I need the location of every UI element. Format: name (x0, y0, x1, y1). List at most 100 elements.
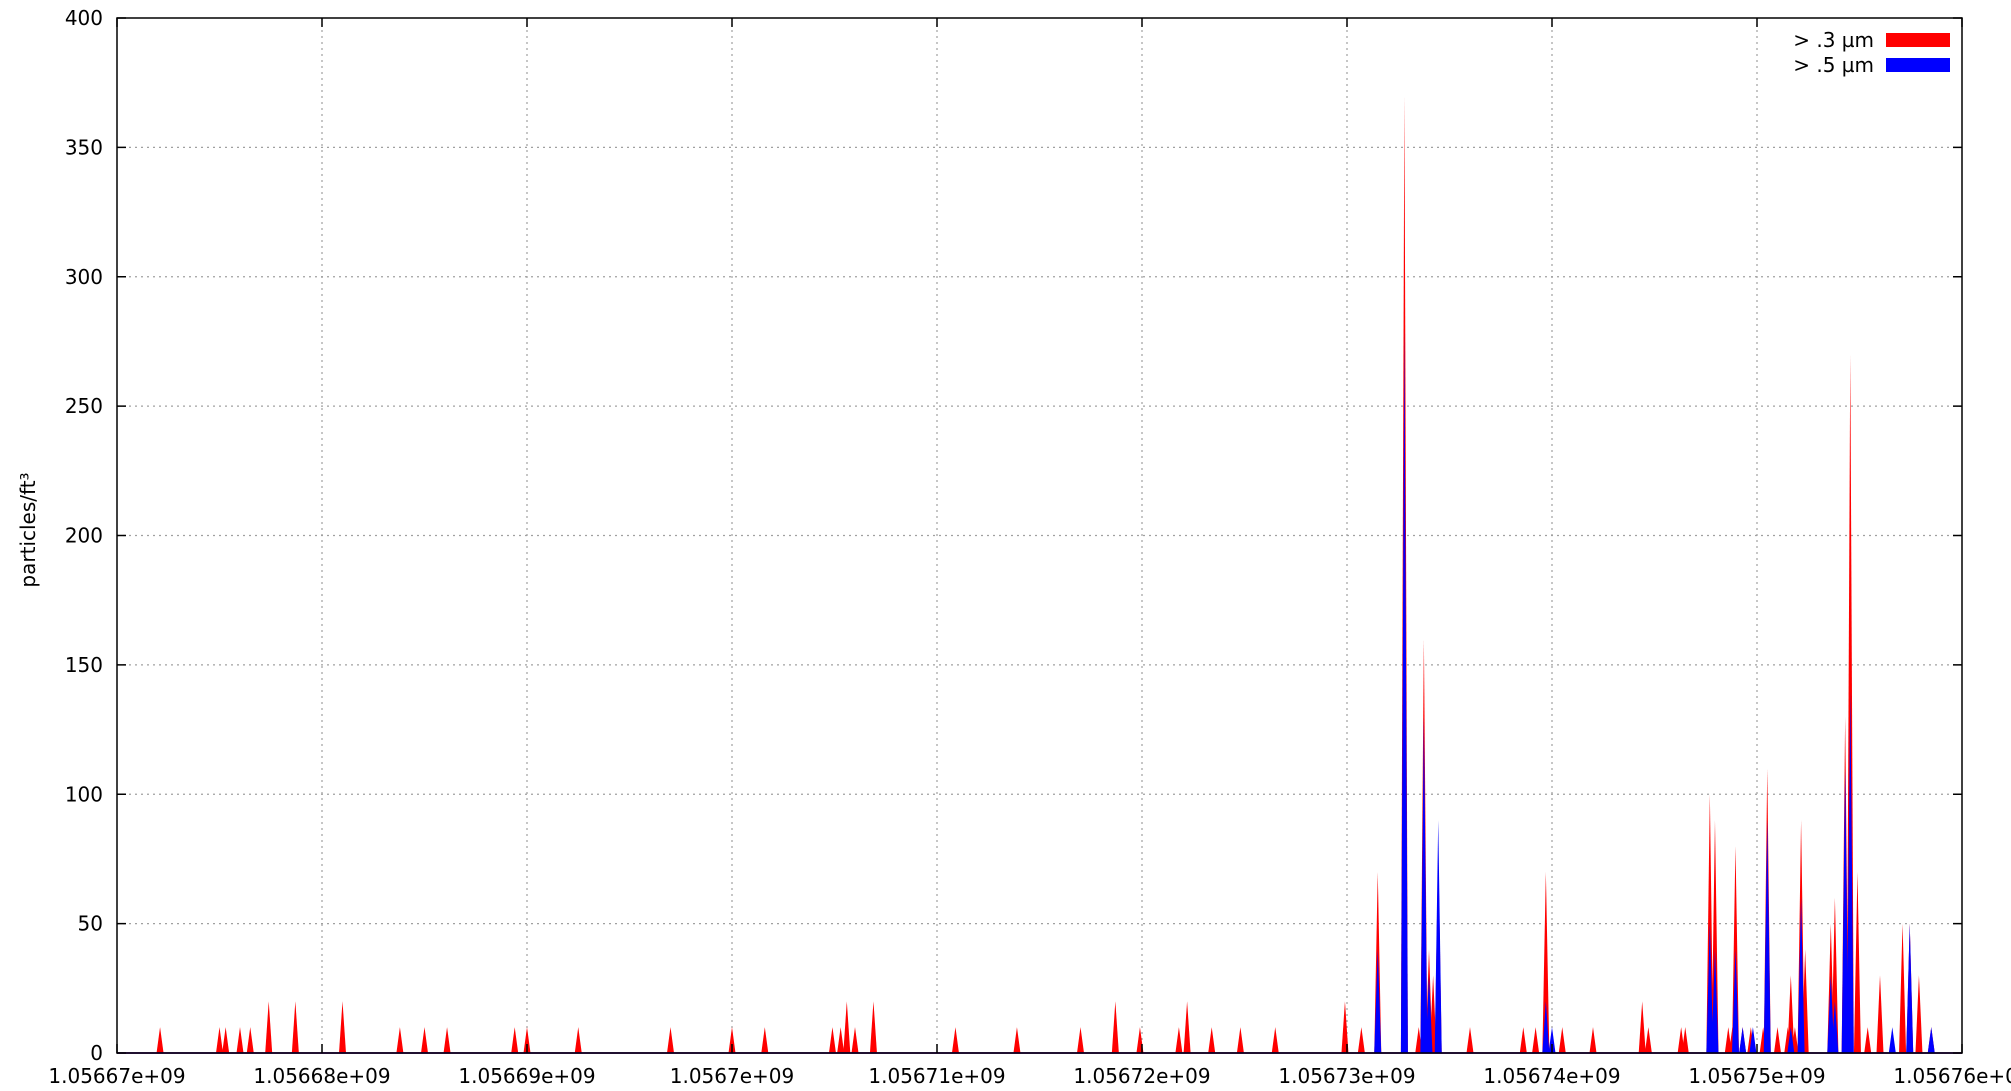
series-1-spike (1341, 1001, 1349, 1053)
y-axis-label: particles/ft³ (16, 472, 40, 587)
series-1-spike (851, 1027, 859, 1053)
series-1-spike (246, 1027, 254, 1053)
series-2-spike (1846, 690, 1854, 1053)
x-axis: 1.05667e+09 1.05668e+09 1.05669e+09 1.0567e… (48, 18, 2011, 1088)
series-1-spike (156, 1027, 164, 1053)
series-2-spike (1731, 949, 1739, 1053)
y-tick-label: 150 (65, 653, 103, 677)
legend-label: > .5 µm (1793, 53, 1874, 77)
series-1-spike (1013, 1027, 1021, 1053)
series-1-spike (1644, 1027, 1652, 1053)
y-axis: 0 50 100 150 200 250 300 350 400 (65, 6, 1962, 1065)
series-1-spike (1787, 975, 1795, 1053)
series-1-spike (1271, 1027, 1279, 1053)
series-2 (117, 328, 1962, 1054)
series-1-spike (1357, 1027, 1365, 1053)
series-1-spike (1111, 1001, 1119, 1053)
series-1-spike (236, 1027, 244, 1053)
series-2-spike (1787, 1027, 1795, 1053)
series-2-spike (1400, 328, 1408, 1053)
series-1-spike (511, 1027, 519, 1053)
series-2-spike (1797, 897, 1805, 1053)
series-1-spike (1711, 820, 1719, 1053)
series-2-spike (1425, 975, 1433, 1053)
y-tick-label: 300 (65, 265, 103, 289)
series-1-spike (761, 1027, 769, 1053)
series-1-spike (1864, 1027, 1872, 1053)
series-1-spike (828, 1027, 836, 1053)
x-tick-label: 1.05669e+09 (458, 1064, 595, 1088)
series-1-spike (1899, 923, 1907, 1053)
series-1-spike (1853, 871, 1861, 1053)
series-1-spike (1876, 975, 1884, 1053)
series-2-spike (1711, 949, 1719, 1053)
series-1-spike (667, 1027, 674, 1053)
series-1-spike (1077, 1027, 1084, 1053)
series-1-spike (1236, 1027, 1244, 1053)
series-1-spike (421, 1027, 428, 1053)
series-1-spike (728, 1027, 736, 1053)
series-2-spike (1434, 820, 1442, 1053)
series-2-spike (1827, 975, 1835, 1053)
y-tick-label: 200 (65, 524, 103, 548)
x-tick-label: 1.05672e+09 (1073, 1064, 1210, 1088)
series-1-spike (1532, 1027, 1540, 1053)
y-tick-label: 400 (65, 6, 103, 30)
x-tick-label: 1.0567e+09 (670, 1064, 795, 1088)
x-tick-label: 1.05675e+09 (1688, 1064, 1825, 1088)
series-1-spike (1681, 1027, 1689, 1053)
series-2-spike (1420, 716, 1428, 1053)
series-2-spike (1927, 1027, 1935, 1053)
series-1-spike (1466, 1027, 1474, 1053)
series-2-spike (1906, 923, 1914, 1053)
series-1-spike (265, 1001, 273, 1053)
series-1-spike (1915, 975, 1923, 1053)
series-2-spike (1749, 1027, 1757, 1053)
legend-label: > .3 µm (1793, 28, 1874, 52)
series-1-spike (951, 1027, 959, 1053)
series-1-spike (216, 1027, 223, 1053)
y-tick-label: 350 (65, 135, 103, 159)
series-1-spike (869, 1001, 877, 1053)
series-1-spike (1558, 1027, 1566, 1053)
series-2-spike (1763, 820, 1771, 1053)
series-1-spike (1589, 1027, 1597, 1053)
x-tick-label: 1.05668e+09 (253, 1064, 390, 1088)
x-tick-label: 1.05676e+09 (1893, 1064, 2011, 1088)
grid (117, 18, 1962, 1053)
series-2-spike (1706, 923, 1714, 1053)
series-1-spike (339, 1001, 346, 1053)
series-1-spike (222, 1027, 230, 1053)
series-2-spike (1739, 1027, 1747, 1053)
series-1-spike (574, 1027, 582, 1053)
x-tick-label: 1.05671e+09 (868, 1064, 1005, 1088)
series-1-spike (1542, 871, 1550, 1053)
y-tick-label: 250 (65, 394, 103, 418)
series-1 (117, 95, 1962, 1054)
legend-swatch (1886, 58, 1950, 72)
series-1-spike (1519, 1027, 1527, 1053)
series-2-spike (1548, 1027, 1556, 1053)
y-tick-label: 100 (65, 782, 103, 806)
series-1-spike (443, 1027, 451, 1053)
legend-swatch (1886, 33, 1950, 47)
series-1-spike (1774, 1027, 1781, 1053)
x-tick-label: 1.05673e+09 (1278, 1064, 1415, 1088)
series-2-spike (1542, 1001, 1550, 1053)
legend: > .3 µm> .5 µm (1793, 28, 1950, 77)
y-tick-label: 0 (90, 1041, 103, 1065)
series-1-spike (837, 1027, 845, 1053)
series-1-spike (291, 1001, 299, 1053)
series-1-spike (1175, 1027, 1183, 1053)
series-2-spike (1831, 1001, 1839, 1053)
series-1-spike (523, 1027, 531, 1053)
series-1-spike (1638, 1001, 1646, 1053)
series-2-spike (1841, 768, 1849, 1053)
series-1-spike (1208, 1027, 1216, 1053)
series-1-spike (843, 1001, 851, 1053)
series-1-spike (396, 1027, 404, 1053)
series-2-spike (1374, 949, 1382, 1053)
series-1-spike (1183, 1001, 1191, 1053)
y-tick-label: 50 (78, 912, 103, 936)
